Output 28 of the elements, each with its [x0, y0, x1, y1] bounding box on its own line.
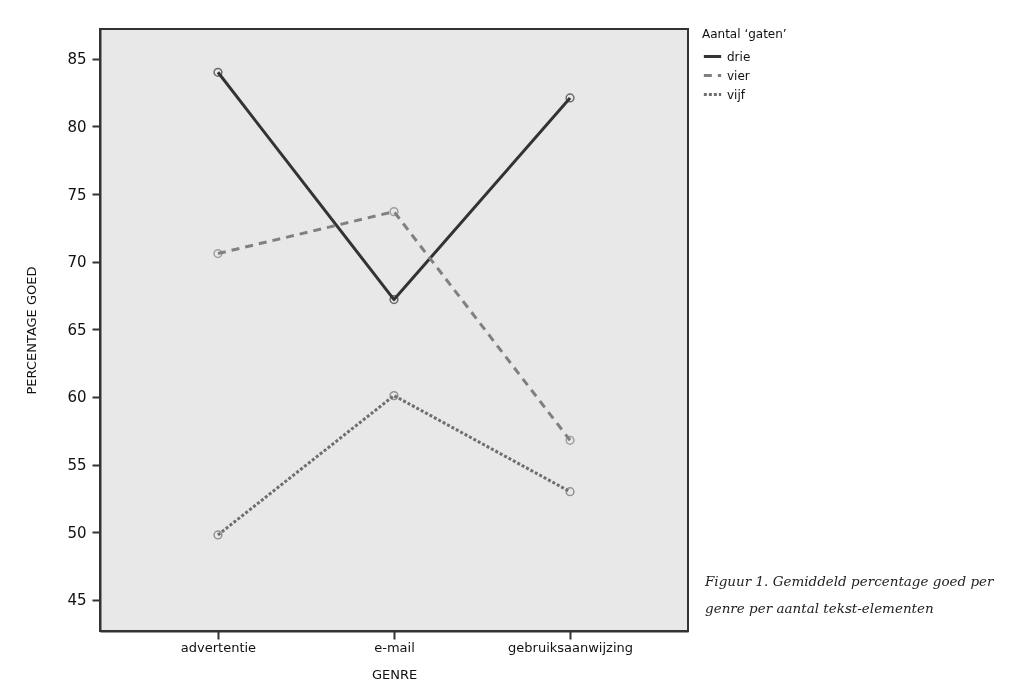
y-tick-label: 45: [67, 591, 87, 610]
legend-label: drie: [727, 49, 751, 64]
point: [389, 207, 399, 217]
text: Figuur 1. Gemiddeld percentage goed per genre per aantal tekst-elementen: [705, 572, 995, 618]
point: [389, 294, 399, 305]
y-tick-label: 60: [67, 388, 87, 407]
x-tick-label: advertentie: [180, 639, 257, 655]
point: [213, 67, 223, 77]
legend-label: vijf: [727, 87, 746, 102]
point: [213, 248, 223, 259]
x-axis-title: GENRE: [371, 666, 418, 682]
point: [389, 391, 399, 401]
y-tick-label: 80: [67, 117, 87, 136]
point: [565, 93, 575, 103]
point: [565, 487, 575, 497]
x-tick-label: gebruiksaanwijzing: [508, 639, 634, 655]
legend-label: vier: [727, 68, 750, 83]
y-tick-label: 75: [67, 185, 87, 204]
point: [565, 435, 575, 445]
y-tick-label: 70: [67, 253, 87, 272]
y-tick-label: 65: [67, 320, 87, 339]
legend-title: Aantal ‘gaten’: [702, 27, 787, 41]
point: [213, 530, 223, 540]
y-tick-label: 50: [67, 523, 87, 542]
y-tick-label: 55: [67, 456, 87, 475]
y-axis-title: PERCENTAGE GOED: [24, 266, 40, 395]
y-tick-label: 85: [67, 50, 87, 69]
x-tick-label: e-mail: [374, 639, 415, 655]
